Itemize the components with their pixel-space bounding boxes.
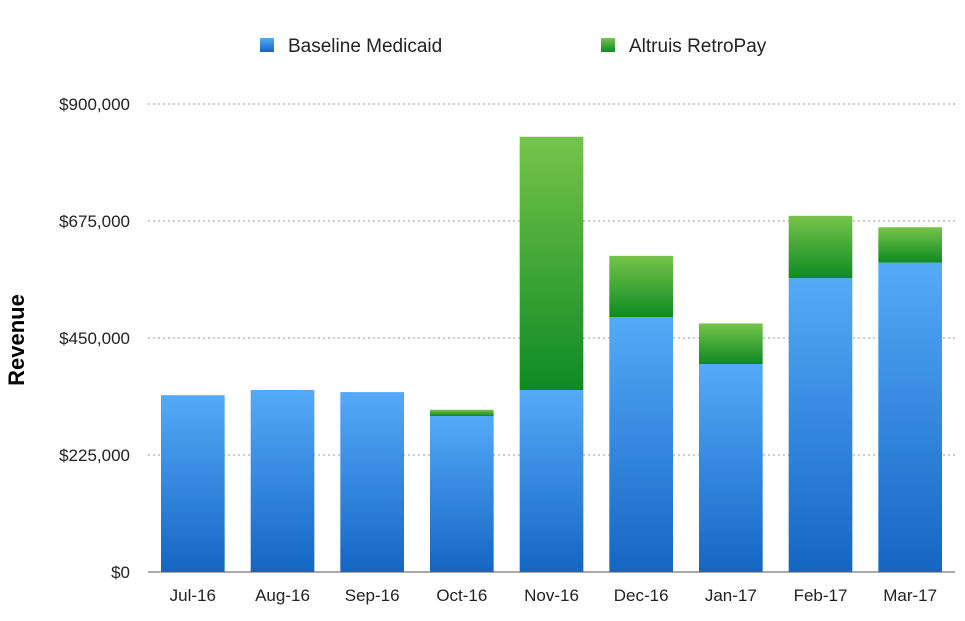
bar-segment-baseline-medicaid xyxy=(430,416,494,572)
bar-segment-altruis-retropay xyxy=(519,136,584,390)
y-tick-label: $675,000 xyxy=(59,212,130,231)
y-tick-label: $450,000 xyxy=(59,329,130,348)
x-tick-label: Feb-17 xyxy=(794,586,848,605)
x-tick-label: Jul-16 xyxy=(170,586,216,605)
bars xyxy=(161,136,942,572)
bar-segment-baseline-medicaid xyxy=(250,390,315,572)
bar-segment-altruis-retropay xyxy=(699,323,763,364)
bar-segment-altruis-retropay xyxy=(430,409,494,416)
bar-segment-altruis-retropay xyxy=(788,215,853,279)
bar-segment-baseline-medicaid xyxy=(788,278,853,572)
x-tick-label: Sep-16 xyxy=(345,586,400,605)
bar-segment-baseline-medicaid xyxy=(609,317,673,572)
y-axis-label: Revenue xyxy=(4,294,29,386)
x-tick-label: Nov-16 xyxy=(524,586,579,605)
x-tick-label: Dec-16 xyxy=(614,586,669,605)
x-axis-ticks: Jul-16 Aug-16 Sep-16 Oct-16 Nov-16 Dec-16 Jan-… xyxy=(170,586,937,605)
y-tick-label: $0 xyxy=(111,563,130,582)
bar-segment-baseline-medicaid xyxy=(519,390,584,572)
x-tick-label: Aug-16 xyxy=(255,586,310,605)
bar-segment-baseline-medicaid xyxy=(699,364,763,572)
legend-label-altruis-retropay: Altruis RetroPay xyxy=(629,36,767,57)
y-tick-label: $225,000 xyxy=(59,446,130,465)
legend-label-baseline-medicaid: Baseline Medicaid xyxy=(288,36,442,57)
bar-segment-baseline-medicaid xyxy=(340,392,404,572)
x-tick-label: Mar-17 xyxy=(883,586,937,605)
bar-segment-baseline-medicaid xyxy=(161,395,225,572)
legend-swatch-baseline-medicaid xyxy=(260,38,274,52)
x-tick-label: Oct-16 xyxy=(436,586,487,605)
bar-segment-altruis-retropay xyxy=(609,255,673,318)
legend: Baseline Medicaid Altruis RetroPay xyxy=(260,36,767,57)
y-axis-ticks: $0 $225,000 $450,000 $675,000 $900,000 xyxy=(59,95,130,582)
x-tick-label: Jan-17 xyxy=(705,586,757,605)
legend-swatch-altruis-retropay xyxy=(601,38,615,52)
bar-segment-baseline-medicaid xyxy=(878,262,942,572)
y-tick-label: $900,000 xyxy=(59,95,130,114)
bar-segment-altruis-retropay xyxy=(878,227,942,263)
